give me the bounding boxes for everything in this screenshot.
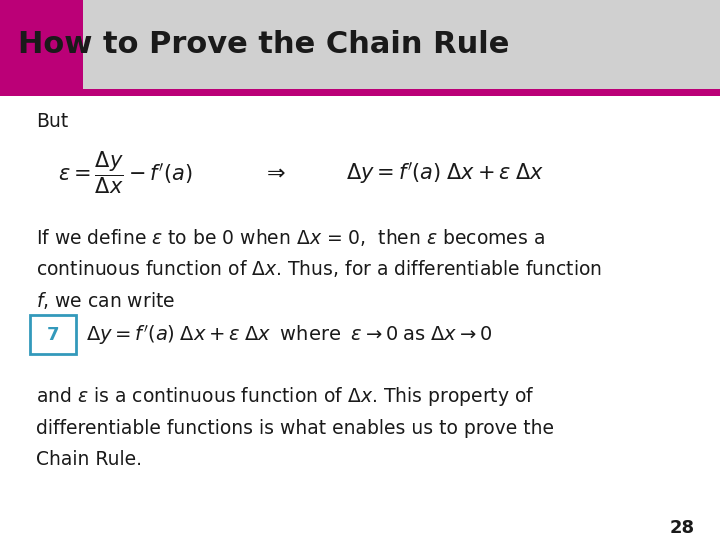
Text: Chain Rule.: Chain Rule. [36, 450, 142, 469]
Text: $\Delta y = f'(a)\;\Delta x + \varepsilon\;\Delta x$: $\Delta y = f'(a)\;\Delta x + \varepsilo… [346, 160, 544, 186]
Text: $\Delta y = f'(a)\;\Delta x + \varepsilon\;\Delta x$$\;\;$where$\;\;\varepsilon : $\Delta y = f'(a)\;\Delta x + \varepsilo… [86, 323, 492, 347]
Bar [0, 0, 83, 92]
Text: 28: 28 [670, 519, 695, 537]
Text: How to Prove the Chain Rule: How to Prove the Chain Rule [18, 30, 509, 59]
Text: $f$, we can write: $f$, we can write [36, 290, 175, 310]
Text: and $\varepsilon$ is a continuous function of $\Delta x$. This property of: and $\varepsilon$ is a continuous functi… [36, 386, 534, 408]
Text: $\Rightarrow$: $\Rightarrow$ [261, 163, 286, 183]
Bar [0, 89, 720, 96]
Text: If we define $\varepsilon$ to be 0 when $\Delta x$ = 0,  then $\varepsilon$ beco: If we define $\varepsilon$ to be 0 when … [36, 227, 545, 248]
Text: $\varepsilon = \dfrac{\Delta y}{\Delta x} - f'(a)$: $\varepsilon = \dfrac{\Delta y}{\Delta x… [58, 150, 192, 196]
FancyBboxPatch shape [30, 315, 76, 354]
Text: 7: 7 [47, 326, 59, 343]
Text: continuous function of $\Delta x$. Thus, for a differentiable function: continuous function of $\Delta x$. Thus,… [36, 259, 602, 279]
Text: differentiable functions is what enables us to prove the: differentiable functions is what enables… [36, 418, 554, 437]
Bar [0, 0, 720, 89]
Text: But: But [36, 112, 68, 131]
